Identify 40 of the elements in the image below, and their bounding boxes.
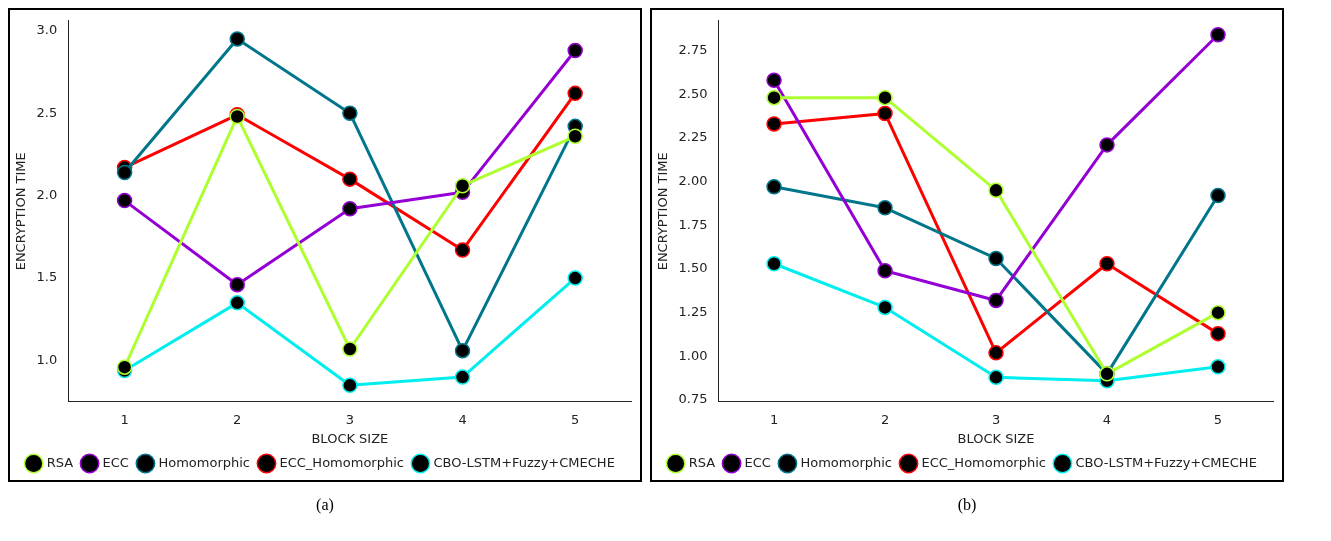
legend-label: ECC_Homomorphic <box>279 454 404 470</box>
y-tick-label: 1.50 <box>678 260 708 276</box>
legend-label: CBO-LSTM+Fuzzy+CMECHE <box>1075 454 1257 470</box>
x-tick-label: 5 <box>571 411 580 427</box>
legend-label: ECC_Homomorphic <box>921 454 1046 470</box>
y-tick-label: 1.25 <box>678 304 708 320</box>
legend-label: RSA <box>46 454 74 470</box>
x-tick-label: 5 <box>1213 411 1223 427</box>
x-tick-label: 1 <box>120 411 129 427</box>
x-tick-label: 3 <box>991 411 1001 427</box>
y-tick-label: 2.5 <box>36 104 58 120</box>
y-tick-label: 1.75 <box>678 216 708 232</box>
legend-label: ECC <box>744 454 771 470</box>
x-tick-label: 4 <box>1102 411 1112 427</box>
y-tick-label: 2.75 <box>678 41 708 57</box>
x-tick-label: 2 <box>233 411 242 427</box>
y-tick-label: 3.0 <box>36 22 58 38</box>
y-tick-label: 2.00 <box>678 172 708 188</box>
legend-label: CBO-LSTM+Fuzzy+CMECHE <box>433 454 615 470</box>
y-tick-label: 1.00 <box>678 347 708 363</box>
y-axis-title: ENCRYPTION TIME <box>655 152 671 271</box>
y-tick-label: 2.25 <box>678 129 708 145</box>
legend-label: RSA <box>688 454 716 470</box>
text: (a) <box>315 496 335 514</box>
legend-label: ECC <box>102 454 129 470</box>
y-axis-title: ENCRYPTION TIME <box>13 152 29 271</box>
x-axis-title: BLOCK SIZE <box>311 430 389 446</box>
x-axis-title: BLOCK SIZE <box>957 430 1035 446</box>
legend-label: Homomorphic <box>158 454 251 470</box>
x-tick-label: 4 <box>458 411 467 427</box>
y-tick-label: 2.0 <box>36 187 58 203</box>
text: (b) <box>956 496 978 514</box>
legend-label: Homomorphic <box>800 454 893 470</box>
x-tick-label: 1 <box>769 411 779 427</box>
y-tick-label: 1.5 <box>36 269 58 285</box>
y-tick-label: 1.0 <box>36 351 58 367</box>
x-tick-label: 2 <box>880 411 890 427</box>
y-tick-label: 0.75 <box>678 391 708 407</box>
y-tick-label: 2.50 <box>678 85 708 101</box>
x-tick-label: 3 <box>345 411 355 427</box>
